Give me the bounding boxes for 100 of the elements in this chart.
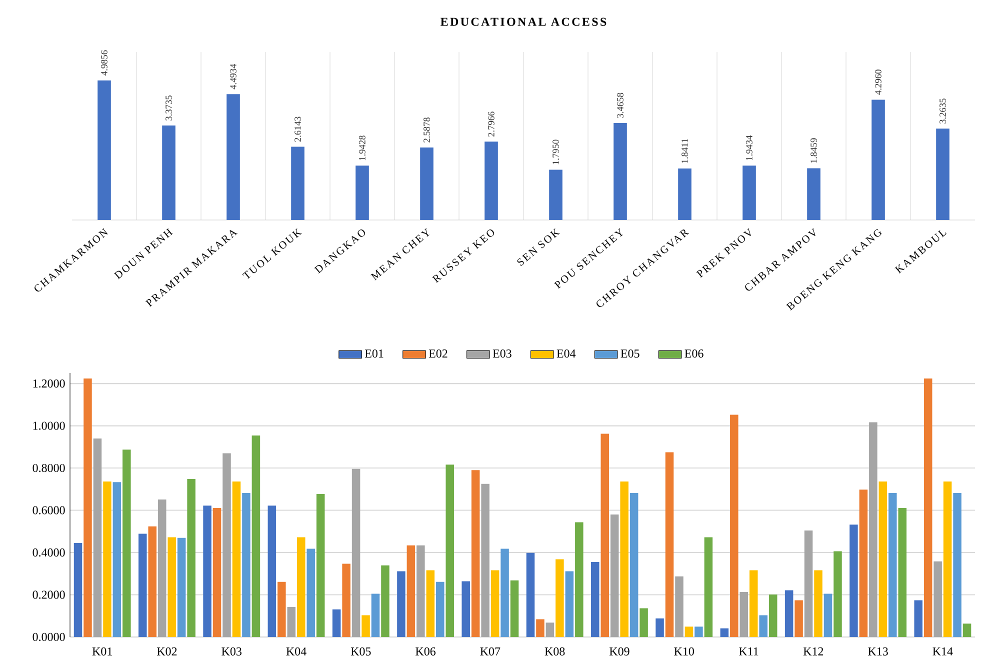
- bar: [416, 545, 425, 637]
- bar: [162, 126, 176, 220]
- x-tick-label: K02: [156, 647, 177, 656]
- bar: [834, 551, 842, 637]
- x-tick-label: K05: [350, 647, 371, 656]
- bar: [872, 100, 885, 220]
- bar: [824, 594, 832, 637]
- bar: [898, 508, 907, 637]
- bar: [177, 538, 186, 637]
- bar: [103, 482, 112, 637]
- bar: [859, 490, 868, 637]
- y-tick-label: 0.4000: [32, 548, 65, 557]
- bar: [740, 592, 748, 637]
- x-tick-label: K01: [92, 647, 112, 656]
- bar: [850, 524, 858, 637]
- bar: [556, 559, 564, 637]
- bar: [356, 166, 369, 220]
- data-label: 3.4658: [617, 92, 624, 118]
- bar: [536, 619, 544, 637]
- data-label: 3.3735: [166, 96, 172, 120]
- bar: [187, 479, 196, 637]
- bar: [481, 484, 490, 637]
- bar: [814, 570, 822, 637]
- bar: [759, 615, 768, 637]
- data-label: 1.9428: [359, 136, 366, 160]
- bar: [74, 543, 82, 637]
- bar: [936, 128, 950, 220]
- bar: [397, 571, 406, 637]
- bar: [287, 606, 296, 637]
- x-tick-label: K11: [739, 647, 758, 656]
- bar: [934, 561, 942, 637]
- y-tick-label: 0.8000: [32, 464, 65, 472]
- bar: [614, 122, 627, 220]
- bar: [914, 600, 922, 637]
- data-label: 1.8459: [810, 138, 817, 163]
- bar: [446, 464, 454, 637]
- x-tick-label: K12: [803, 647, 824, 656]
- x-tick-label: K06: [416, 647, 436, 656]
- bar: [490, 570, 500, 637]
- bar: [720, 628, 729, 637]
- bar: [252, 436, 260, 637]
- bar: [500, 548, 509, 637]
- bar: [630, 492, 638, 637]
- bar: [526, 552, 535, 637]
- bar: [242, 492, 250, 637]
- bar: [362, 615, 370, 637]
- bar: [924, 378, 932, 637]
- bar: [684, 626, 694, 637]
- data-label: 4.9856: [101, 50, 108, 76]
- y-tick-label: 1.0000: [33, 422, 65, 430]
- data-label: 1.7950: [552, 140, 559, 164]
- bar: [138, 534, 147, 637]
- bar: [471, 470, 480, 637]
- bar: [296, 537, 306, 637]
- data-label: 1.9434: [746, 135, 752, 160]
- x-tick-label: K07: [480, 647, 500, 656]
- bar: [510, 580, 519, 637]
- bar: [804, 530, 813, 637]
- bar: [158, 499, 166, 637]
- y-tick-label: 1.2000: [33, 379, 65, 388]
- data-label: 4.4934: [230, 64, 236, 90]
- bar: [212, 508, 222, 637]
- data-label: 2.7966: [488, 112, 494, 137]
- bar: [600, 434, 610, 637]
- bar: [694, 626, 703, 637]
- bar: [462, 581, 470, 637]
- x-tick-label: K13: [868, 647, 888, 656]
- bar: [122, 450, 131, 637]
- bar: [436, 582, 444, 637]
- bar: [306, 548, 315, 637]
- x-tick-label: K14: [932, 647, 953, 656]
- bar: [575, 522, 584, 637]
- bar: [291, 146, 304, 220]
- bar: [665, 452, 674, 637]
- bar: [962, 624, 972, 637]
- x-tick-label: K10: [674, 647, 694, 656]
- legend-label: E02: [428, 349, 448, 358]
- bar: [640, 608, 648, 637]
- bar: [749, 570, 758, 637]
- legend-label: E01: [364, 349, 384, 358]
- bar: [232, 482, 241, 637]
- bar: [943, 482, 952, 637]
- legend-label: E06: [684, 349, 704, 358]
- bar: [878, 482, 888, 637]
- bar: [546, 622, 554, 637]
- bar: [794, 600, 803, 637]
- bar: [426, 570, 435, 637]
- bar: [807, 168, 820, 220]
- data-label: 1.8411: [682, 138, 688, 163]
- legend-label: E03: [492, 349, 512, 358]
- bar: [93, 438, 102, 637]
- bar: [84, 378, 92, 637]
- x-tick-label: K09: [609, 647, 630, 656]
- x-tick-label: K03: [222, 647, 242, 656]
- bar: [342, 564, 350, 637]
- bar: [620, 482, 628, 637]
- bar: [371, 594, 380, 637]
- data-label: 3.2635: [940, 98, 946, 124]
- bar: [168, 537, 176, 637]
- bar: [222, 453, 231, 637]
